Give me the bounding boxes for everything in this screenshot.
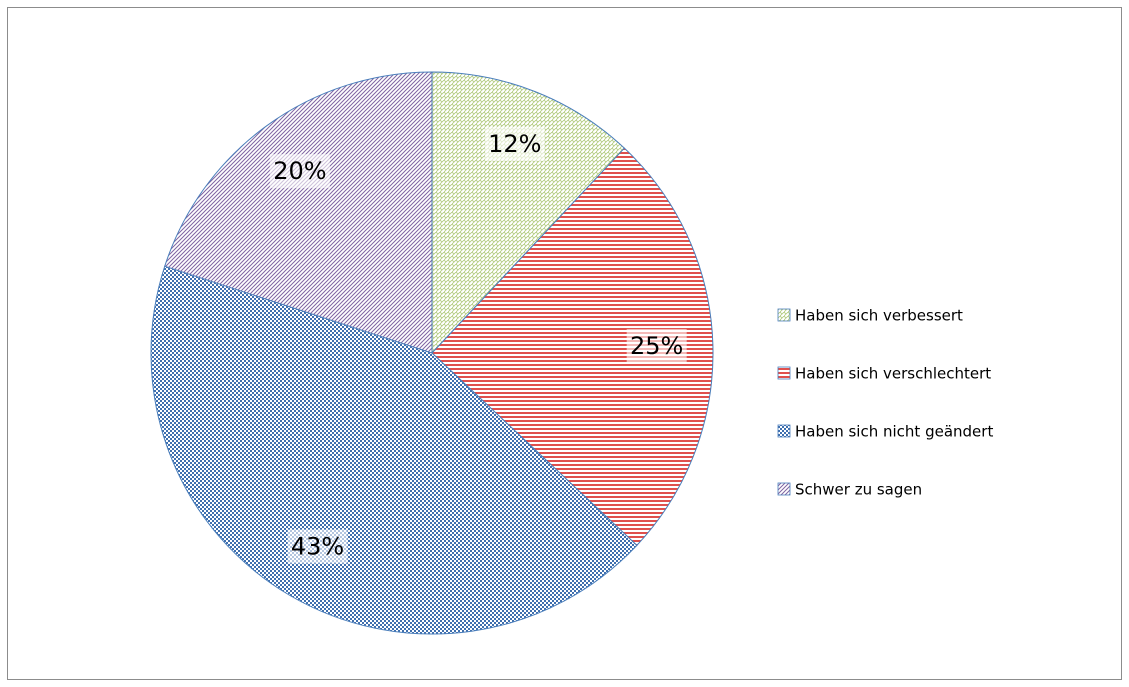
pie (150, 71, 714, 635)
data-label-bg (484, 126, 545, 161)
pie-slice (150, 265, 638, 635)
legend-label: Schwer zu sagen (795, 481, 922, 499)
legend-swatch (777, 424, 791, 438)
legend-swatch (777, 482, 791, 496)
data-labels: 12% 25% 43% 20% (269, 126, 687, 564)
data-label: 25% (630, 332, 683, 360)
legend-label: Haben sich nicht geändert (795, 423, 993, 441)
data-label-bg (626, 328, 687, 363)
pie-slice (431, 71, 626, 355)
legend-label: Haben sich verbessert (795, 307, 963, 325)
pie-slice (164, 71, 433, 354)
data-label-bg (287, 529, 348, 564)
data-label: 12% (488, 130, 541, 158)
legend-label: Haben sich verschlechtert (795, 365, 991, 383)
pie-slice (431, 147, 714, 547)
legend-swatch (777, 366, 791, 380)
data-label: 20% (273, 157, 326, 185)
legend-swatch (777, 308, 791, 322)
data-label-bg (269, 154, 330, 189)
legend: Haben sich verbessert Haben sich verschle… (777, 307, 993, 499)
data-label: 43% (291, 532, 344, 560)
